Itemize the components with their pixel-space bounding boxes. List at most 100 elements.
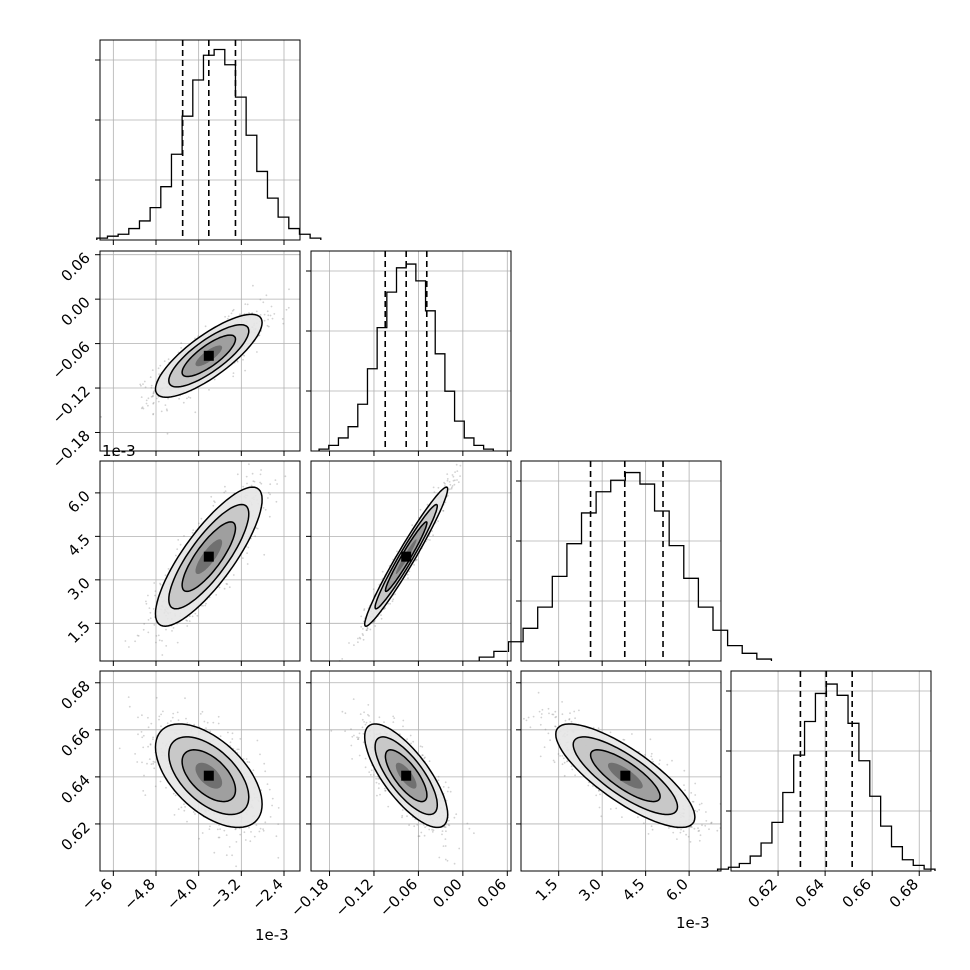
sample-point — [448, 481, 451, 483]
sample-point — [266, 783, 269, 785]
sample-point — [265, 294, 268, 297]
sample-point — [128, 705, 131, 708]
sample-point — [353, 734, 355, 737]
sample-point — [153, 582, 156, 584]
sample-point — [186, 619, 189, 622]
sample-point — [224, 485, 226, 488]
sample-point — [192, 811, 195, 813]
sample-point — [137, 733, 139, 736]
histogram-step-4 — [716, 683, 936, 871]
sample-point — [151, 395, 154, 398]
sample-point — [360, 615, 363, 618]
sample-point — [281, 318, 284, 320]
sample-point — [394, 593, 396, 596]
sample-point — [433, 491, 436, 493]
sample-point — [375, 781, 378, 784]
sample-point — [437, 520, 439, 523]
sample-point — [183, 803, 185, 805]
sample-point — [225, 834, 228, 836]
sample-point — [447, 786, 450, 789]
sample-point — [269, 816, 272, 818]
sample-point — [244, 839, 247, 841]
sample-point — [165, 408, 168, 411]
sample-point — [166, 432, 169, 435]
sample-point — [171, 716, 174, 719]
sample-point — [389, 602, 391, 605]
sample-point — [444, 485, 446, 487]
sample-point — [269, 493, 271, 496]
sample-point — [142, 628, 145, 631]
sample-point — [203, 720, 206, 723]
sample-point — [450, 487, 453, 490]
density-panel-3-1: 1.53.04.56.0 — [64, 460, 301, 666]
sample-point — [232, 574, 235, 576]
sample-point — [149, 376, 152, 378]
sample-point — [242, 358, 244, 361]
density-frame-3-2 — [310, 460, 512, 662]
sample-point — [253, 835, 256, 838]
x-tick-label: 0.68 — [886, 875, 922, 911]
sample-point — [199, 713, 202, 715]
sample-point — [447, 823, 450, 826]
sample-point — [445, 830, 447, 833]
sample-point — [264, 508, 267, 511]
sample-point — [255, 824, 258, 826]
sample-point — [270, 305, 273, 308]
sample-point — [251, 472, 254, 475]
sample-point — [446, 494, 449, 497]
x-tick-label: −0.12 — [332, 875, 377, 920]
sample-point — [183, 809, 186, 812]
density-panel-3-2 — [306, 460, 512, 666]
sample-point — [141, 761, 143, 764]
sample-point — [437, 779, 440, 782]
sample-point — [248, 826, 250, 829]
sample-point — [150, 386, 153, 389]
sample-point — [208, 389, 210, 391]
density-frame-4-2 — [310, 670, 512, 872]
sample-point — [652, 760, 654, 763]
sample-point — [700, 802, 703, 805]
density-frame-2-1 — [99, 250, 301, 452]
sample-point — [217, 836, 220, 839]
density-peak — [203, 350, 214, 361]
sample-point — [151, 369, 154, 371]
sample-point — [690, 826, 693, 828]
y-tick-label: 0.68 — [57, 677, 93, 713]
sample-point — [352, 698, 355, 700]
sample-point — [145, 602, 148, 605]
sample-point — [271, 797, 274, 800]
sample-point — [383, 721, 385, 723]
sample-point — [267, 491, 270, 494]
sample-point — [427, 538, 429, 541]
sample-point — [277, 807, 280, 809]
sample-point — [242, 485, 245, 488]
sample-point — [185, 619, 188, 622]
sample-point — [599, 793, 601, 796]
sample-point — [180, 342, 183, 344]
histogram-frame-4 — [730, 670, 932, 872]
sample-point — [378, 716, 381, 719]
sample-point — [160, 713, 163, 716]
sample-point — [149, 743, 152, 745]
sample-point — [446, 473, 449, 475]
histogram-frame-1 — [99, 39, 301, 241]
sample-point — [362, 741, 365, 744]
sample-point — [164, 574, 167, 577]
sample-point — [218, 836, 221, 839]
sample-point — [244, 369, 247, 372]
sample-point — [423, 834, 426, 837]
sample-point — [422, 824, 425, 826]
sample-point — [152, 394, 154, 397]
x-tick-label: −4.0 — [163, 875, 201, 913]
sample-point — [437, 486, 440, 489]
sample-point — [236, 748, 239, 751]
sample-point — [426, 503, 429, 506]
sample-point — [165, 645, 168, 647]
sample-point — [367, 713, 369, 716]
sample-point — [432, 486, 435, 489]
y-tick-label: 4.5 — [64, 530, 94, 560]
sample-point — [384, 789, 387, 792]
sample-point — [378, 782, 380, 785]
sample-point — [163, 360, 166, 363]
sample-point — [362, 634, 364, 637]
